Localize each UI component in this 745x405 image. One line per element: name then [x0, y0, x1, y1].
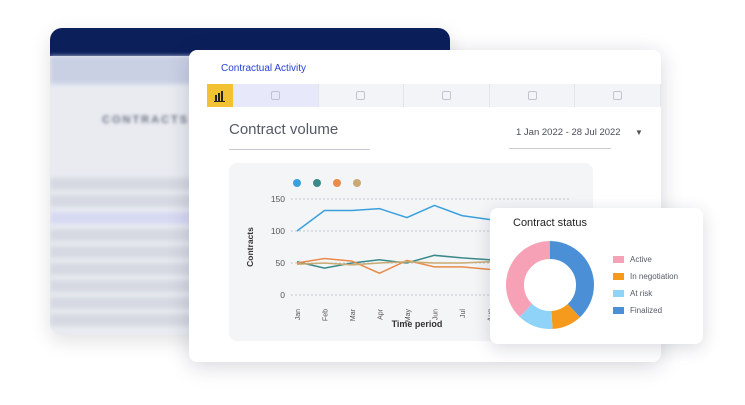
x-tick-label: Jul [460, 309, 467, 318]
powerbi-icon [214, 90, 225, 102]
x-tick-label: Mar [350, 308, 357, 321]
tab-3[interactable] [404, 84, 490, 107]
contract-volume-heading: Contract volume [229, 121, 339, 138]
legend-label: Active [630, 255, 652, 264]
tab-bar [207, 84, 661, 107]
x-tick-label: May [405, 309, 412, 323]
y-tick-label: 150 [271, 194, 285, 204]
legend-dot [293, 179, 301, 187]
legend-label: Finalized [630, 306, 663, 315]
checkbox-icon [441, 91, 451, 100]
x-tick-label: Jan [295, 309, 302, 320]
legend-swatch [613, 256, 624, 263]
legend-swatch [613, 290, 624, 297]
donut-chart [506, 241, 594, 329]
donut-title: Contract status [513, 217, 587, 229]
checkbox-icon [527, 91, 537, 100]
date-underline [509, 148, 611, 149]
contract-status-card: Contract status Active In negotiation At r… [490, 208, 703, 344]
legend-dot [313, 179, 321, 187]
legend-item: At risk [613, 285, 678, 302]
y-axis-label: Contracts [245, 227, 255, 267]
tab-4[interactable] [490, 84, 576, 107]
legend-label: In negotiation [630, 272, 679, 281]
donut-legend: Active In negotiation At risk Finalized [613, 251, 678, 319]
x-tick-label: Feb [322, 309, 329, 321]
x-axis-label: Time period [392, 319, 443, 329]
checkbox-icon [356, 91, 366, 100]
tab-1[interactable] [233, 84, 319, 107]
heading-underline [229, 149, 370, 150]
chevron-down-icon: ▼ [635, 127, 643, 137]
y-tick-label: 0 [280, 290, 285, 300]
date-range-select[interactable]: 1 Jan 2022 - 28 Jul 2022 ▼ [509, 122, 647, 142]
donut-slice [506, 241, 594, 329]
donut-slice [506, 241, 594, 329]
y-tick-label: 100 [271, 226, 285, 236]
checkbox-icon [270, 91, 280, 100]
legend-dot [353, 179, 361, 187]
y-tick-label: 50 [276, 258, 286, 268]
x-tick-label: Apr [377, 308, 384, 320]
legend-dot [333, 179, 341, 187]
powerbi-logo-tab[interactable] [207, 84, 233, 107]
x-tick-label: Jun [432, 309, 439, 320]
legend-item: In negotiation [613, 268, 678, 285]
tab-5[interactable] [575, 84, 661, 107]
date-range-value: 1 Jan 2022 - 28 Jul 2022 [516, 126, 621, 138]
legend-item: Active [613, 251, 678, 268]
card-title: Contractual Activity [221, 63, 307, 74]
legend-swatch [613, 273, 624, 280]
legend-swatch [613, 307, 624, 314]
legend-item: Finalized [613, 302, 678, 319]
legend-label: At risk [630, 289, 653, 298]
tab-2[interactable] [319, 84, 405, 107]
checkbox-icon [613, 91, 623, 100]
background-title: CONTRACTS [102, 114, 190, 126]
